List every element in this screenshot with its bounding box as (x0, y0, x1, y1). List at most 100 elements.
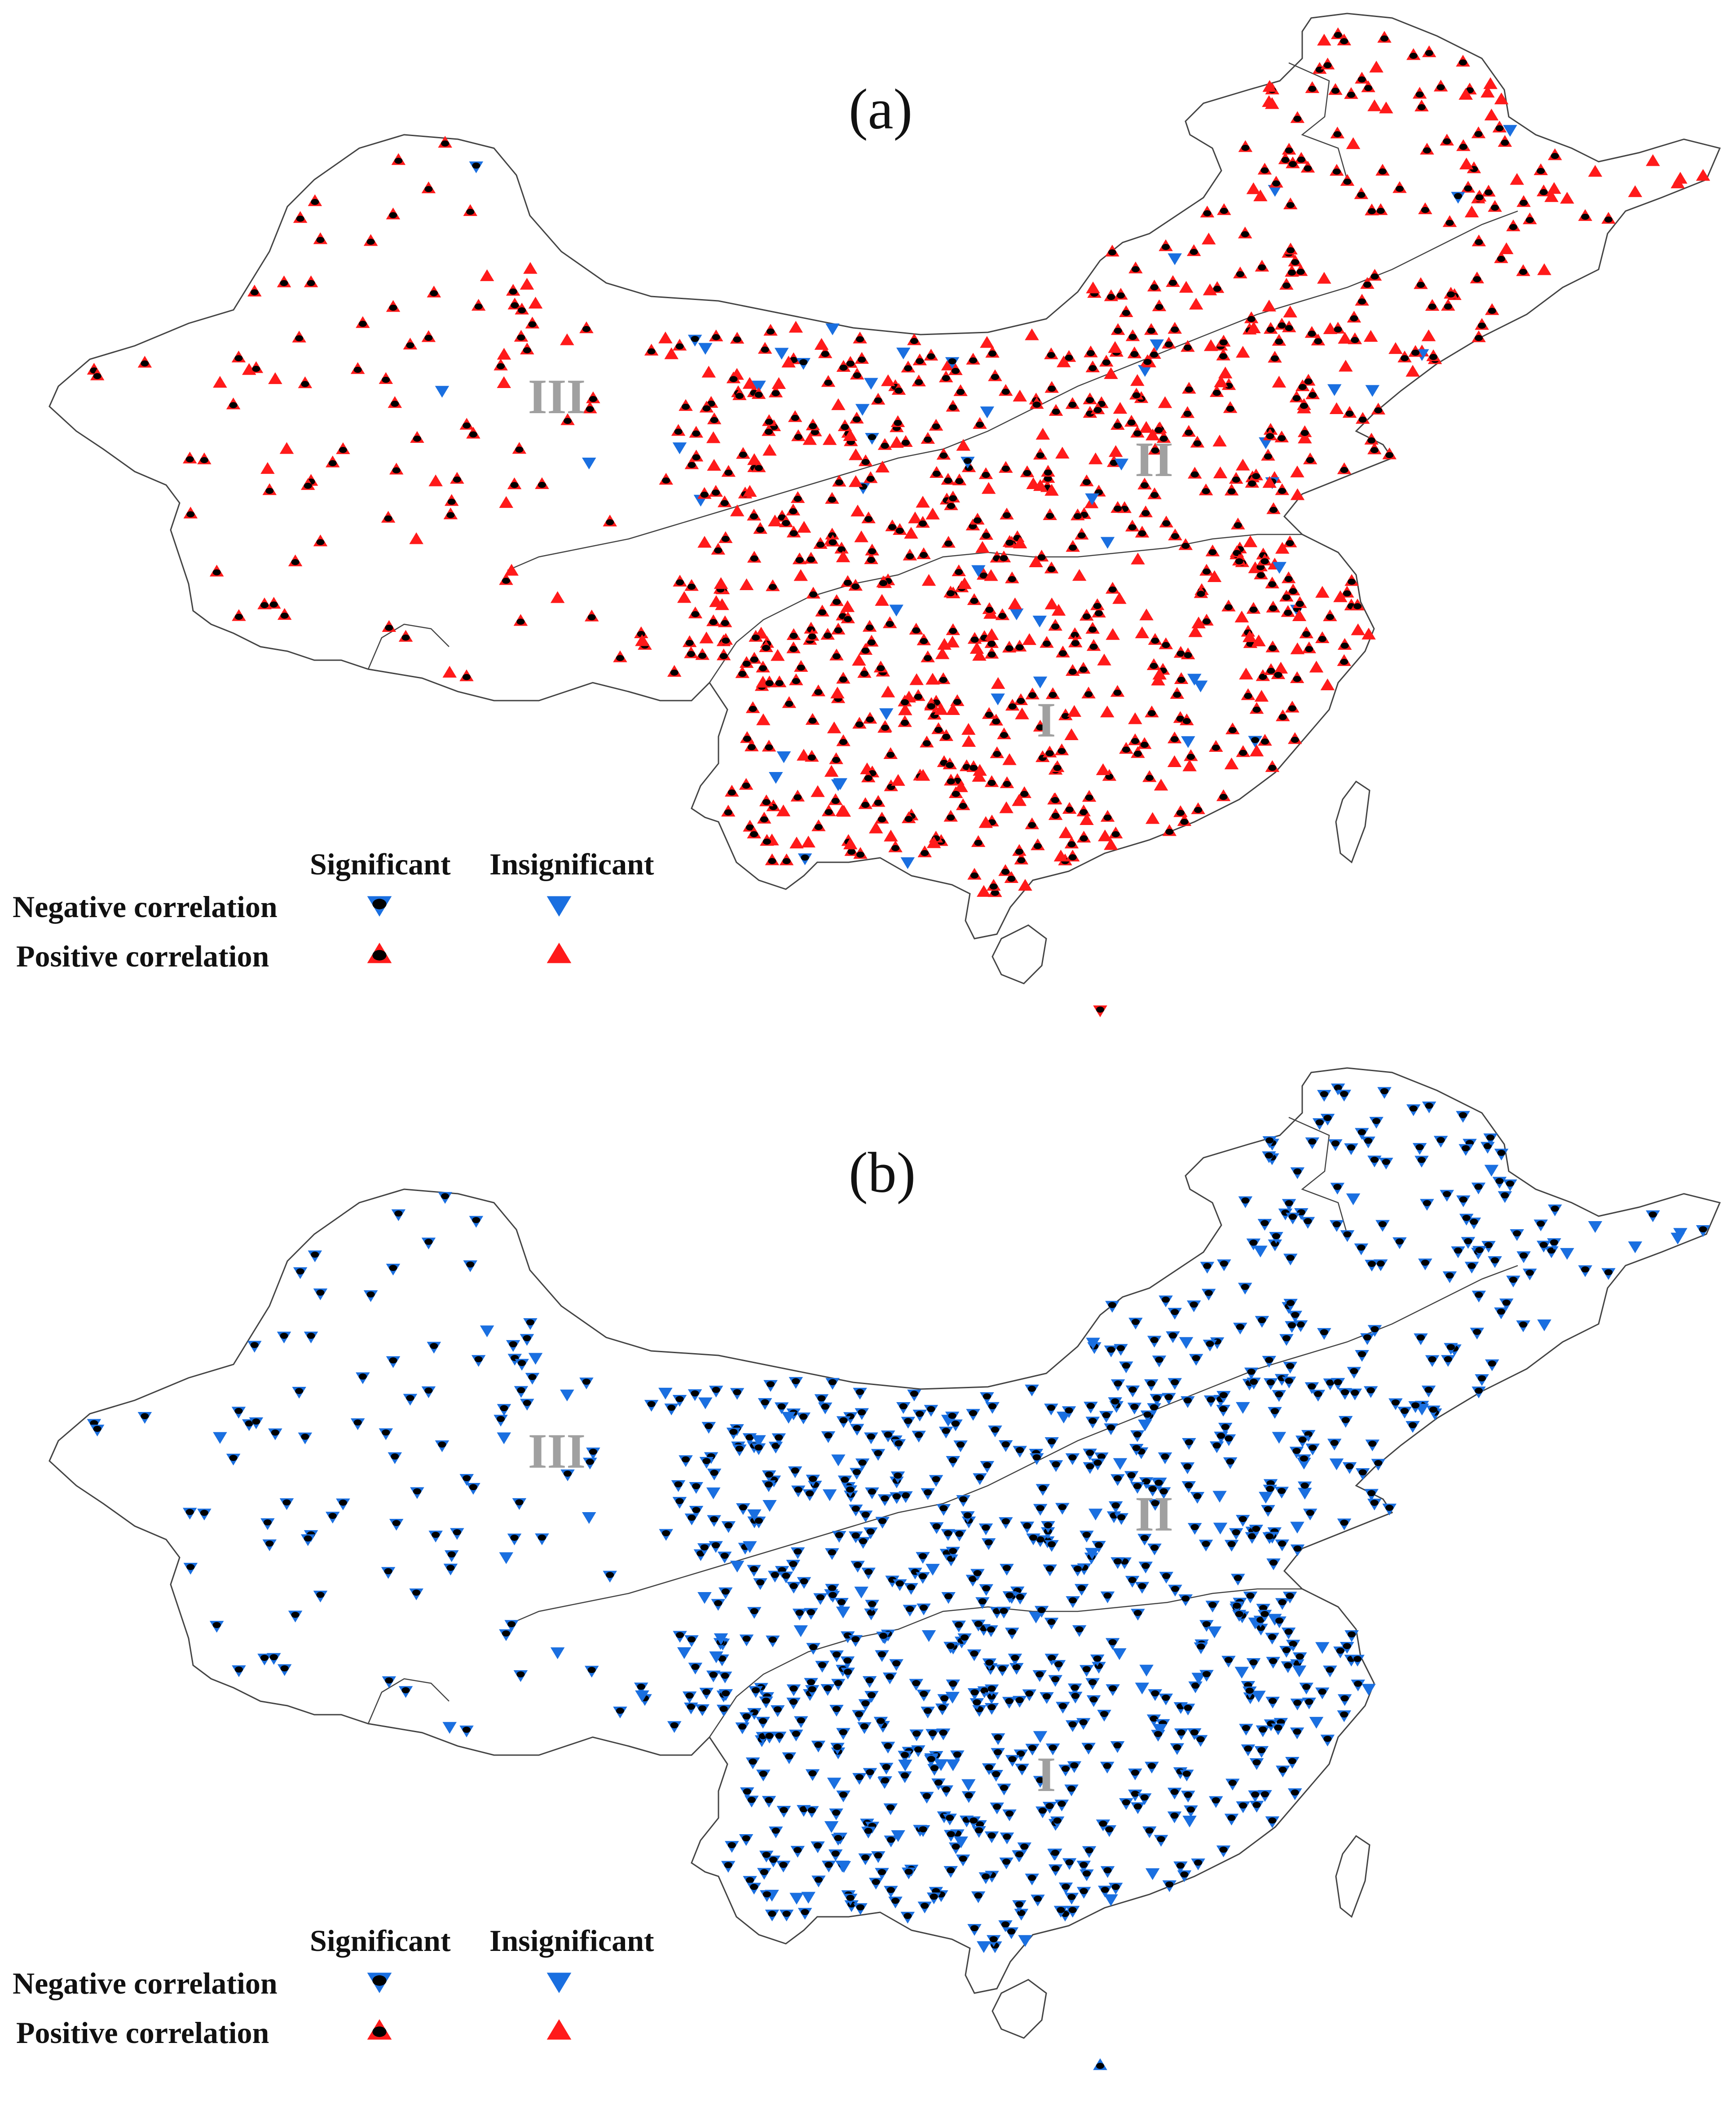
negative-station-marker (1079, 1531, 1094, 1543)
negative-station-marker (1317, 1328, 1331, 1340)
negative-station-marker (824, 1821, 839, 1833)
negative-station-marker (293, 1267, 308, 1279)
positive-station-marker (749, 630, 763, 642)
negative-station-marker (1032, 615, 1047, 628)
negative-station-marker (1162, 1393, 1176, 1405)
negative-station-marker (790, 1547, 805, 1559)
positive-station-marker (1264, 663, 1278, 675)
negative-station-marker (247, 1341, 262, 1353)
positive-station-marker (801, 835, 815, 847)
positive-station-marker (1033, 447, 1048, 460)
positive-station-marker (1231, 517, 1245, 529)
positive-station-marker (1065, 397, 1080, 409)
negative-station-marker (1100, 537, 1115, 549)
legend-positive-significant-icon (367, 943, 392, 963)
negative-station-marker (182, 1508, 197, 1520)
positive-station-marker (1369, 61, 1384, 73)
positive-station-marker (966, 760, 981, 772)
positive-station-marker (1547, 148, 1562, 160)
positive-station-marker (1275, 542, 1290, 554)
negative-station-marker (1224, 1540, 1239, 1552)
positive-station-marker (758, 342, 772, 354)
positive-station-marker (924, 349, 938, 361)
negative-station-marker (1481, 1241, 1496, 1253)
negative-station-marker (881, 1742, 895, 1754)
positive-station-marker (805, 750, 819, 762)
negative-station-marker (1090, 1458, 1105, 1471)
negative-station-marker (428, 1531, 443, 1543)
negative-station-marker (1371, 1459, 1386, 1471)
negative-station-marker (463, 1260, 478, 1272)
legend-symbols-b (367, 1972, 572, 2040)
negative-station-marker (1265, 1697, 1280, 1709)
negative-station-marker (1274, 1487, 1289, 1499)
negative-station-marker (1355, 1350, 1369, 1362)
negative-station-marker (1588, 1221, 1603, 1233)
negative-station-marker (658, 1387, 673, 1400)
negative-station-marker (864, 1527, 878, 1540)
negative-station-marker (871, 1449, 886, 1461)
negative-station-marker (1355, 1128, 1369, 1140)
negative-station-marker (762, 1470, 776, 1482)
negative-station-marker (1168, 1584, 1182, 1597)
negative-station-marker (941, 1529, 956, 1541)
negative-station-marker (1304, 1382, 1319, 1394)
positive-station-marker (709, 329, 723, 341)
negative-station-marker (1281, 1628, 1296, 1640)
positive-station-marker (771, 649, 785, 661)
positive-station-marker (848, 578, 863, 591)
negative-station-marker (1231, 1574, 1245, 1586)
negative-station-marker (1085, 1416, 1100, 1429)
negative-station-marker (634, 1682, 648, 1694)
negative-station-marker (398, 1686, 413, 1698)
negative-station-marker (796, 358, 811, 370)
positive-station-marker (836, 734, 850, 746)
negative-station-marker (389, 1518, 404, 1531)
positive-station-marker (1099, 354, 1114, 367)
positive-station-marker (1224, 484, 1239, 496)
positive-station-marker (1129, 388, 1144, 400)
negative-station-marker (1328, 1139, 1343, 1152)
positive-station-marker (1537, 263, 1551, 275)
negative-station-marker (982, 1658, 997, 1670)
positive-station-marker (293, 211, 308, 223)
positive-station-marker (1110, 685, 1125, 697)
negative-station-marker (946, 1679, 961, 1691)
legend-row-negative-b: Negative correlation (13, 1966, 278, 2000)
positive-station-marker (1412, 87, 1427, 99)
negative-station-marker (1140, 1410, 1155, 1422)
positive-station-marker (1440, 133, 1454, 146)
positive-station-marker (961, 735, 976, 747)
positive-station-marker (926, 836, 941, 848)
positive-station-marker (1088, 452, 1103, 464)
positive-station-marker (1085, 622, 1100, 634)
positive-station-marker (1168, 528, 1182, 541)
negative-station-marker (1205, 1601, 1220, 1613)
negative-station-marker (421, 1386, 436, 1399)
negative-station-marker (1108, 1397, 1122, 1409)
positive-station-marker (1154, 778, 1168, 791)
positive-station-marker (1139, 609, 1154, 621)
positive-station-marker (1044, 381, 1059, 393)
negative-station-marker (515, 1359, 529, 1371)
positive-station-marker (1187, 467, 1202, 479)
positive-station-marker (1131, 552, 1145, 565)
positive-station-marker (1289, 390, 1304, 402)
positive-station-marker (1364, 432, 1379, 445)
positive-station-marker (1162, 824, 1177, 836)
positive-station-marker (1207, 570, 1222, 582)
positive-station-marker (1243, 535, 1258, 547)
negative-station-marker (421, 1237, 436, 1250)
positive-station-marker (1194, 586, 1208, 598)
positive-station-marker (917, 845, 932, 857)
negative-station-marker (865, 432, 879, 445)
negative-station-marker (1544, 1246, 1559, 1258)
positive-station-marker (313, 232, 328, 244)
positive-station-marker (991, 677, 1005, 689)
negative-station-marker (336, 1498, 350, 1510)
negative-station-marker (901, 1416, 916, 1429)
negative-station-marker (1181, 1791, 1195, 1803)
positive-station-marker (664, 347, 679, 359)
positive-station-marker (1090, 598, 1105, 610)
negative-station-marker (1337, 1694, 1352, 1706)
